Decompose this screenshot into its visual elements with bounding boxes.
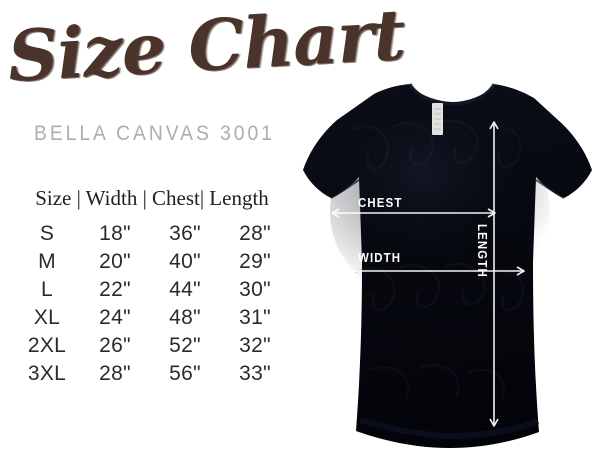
brand-model-subtitle: BELLA CANVAS 3001 <box>34 122 275 145</box>
table-row: M 20" 40" 29" <box>14 248 290 276</box>
cell-chest: 36" <box>169 222 201 245</box>
cell-chest: 48" <box>169 306 201 329</box>
table-row: XL 24" 48" 31" <box>14 304 290 332</box>
width-arrow-head-right <box>516 266 525 276</box>
cell-chest: 52" <box>169 334 201 357</box>
chest-arrow-head-left <box>331 208 340 218</box>
cell-size: 2XL <box>27 334 67 357</box>
size-table-head: Size | Width | Chest| Length <box>14 186 290 220</box>
table-row: 3XL 28" 56" 33" <box>14 360 290 388</box>
right-sleeve-seam <box>532 177 565 199</box>
cell-width: 24" <box>99 306 131 329</box>
shirt-neckline <box>408 83 496 106</box>
size-table: Size | Width | Chest| Length S 18" 36" 28" M… <box>14 186 290 388</box>
cell-length: 33" <box>239 362 271 385</box>
cell-width: 20" <box>99 250 131 273</box>
cell-length: 32" <box>239 334 271 357</box>
length-arrow-head-top <box>489 121 499 130</box>
table-header-line: Size | Width | Chest| Length <box>35 186 269 210</box>
table-row: L 22" 44" 30" <box>14 276 290 304</box>
cell-chest: 56" <box>169 362 201 385</box>
cell-length: 30" <box>239 278 271 301</box>
cell-width: 22" <box>99 278 131 301</box>
fabric-sheen <box>330 117 550 307</box>
table-row: S 18" 36" 28" <box>14 220 290 248</box>
cell-size: L <box>41 278 53 301</box>
cell-size: XL <box>33 306 61 329</box>
cell-size: 3XL <box>27 362 67 385</box>
cell-size: S <box>39 222 55 245</box>
cell-width: 26" <box>99 334 131 357</box>
length-arrow-head-bottom <box>489 418 499 427</box>
measurement-arrows <box>331 121 525 427</box>
cell-chest: 44" <box>169 278 201 301</box>
cell-length: 29" <box>239 250 271 273</box>
cell-width: 28" <box>99 362 131 385</box>
size-table-body: S 18" 36" 28" M 20" 40" 29" L 22" 44" 30" XL 24" 48" 31… <box>14 220 290 388</box>
shirt-diagram: CHEST WIDTH LENGTH <box>290 82 600 474</box>
cell-length: 31" <box>239 306 271 329</box>
left-sleeve-seam <box>330 177 363 199</box>
table-header-row: Size | Width | Chest| Length <box>14 186 290 220</box>
cell-size: M <box>38 250 56 273</box>
collar-tag <box>432 103 443 135</box>
cell-chest: 40" <box>169 250 201 273</box>
cell-width: 18" <box>99 222 131 245</box>
shirt-hem <box>359 417 540 440</box>
table-row: 2XL 26" 52" 32" <box>14 332 290 360</box>
size-table-container: Size | Width | Chest| Length S 18" 36" 28" M… <box>14 186 290 388</box>
width-arrow-head-left <box>331 266 340 276</box>
cell-length: 28" <box>239 222 271 245</box>
tshirt-illustration <box>303 83 592 448</box>
collar-tag-text <box>434 108 441 130</box>
chest-arrow-head-right <box>487 208 496 218</box>
